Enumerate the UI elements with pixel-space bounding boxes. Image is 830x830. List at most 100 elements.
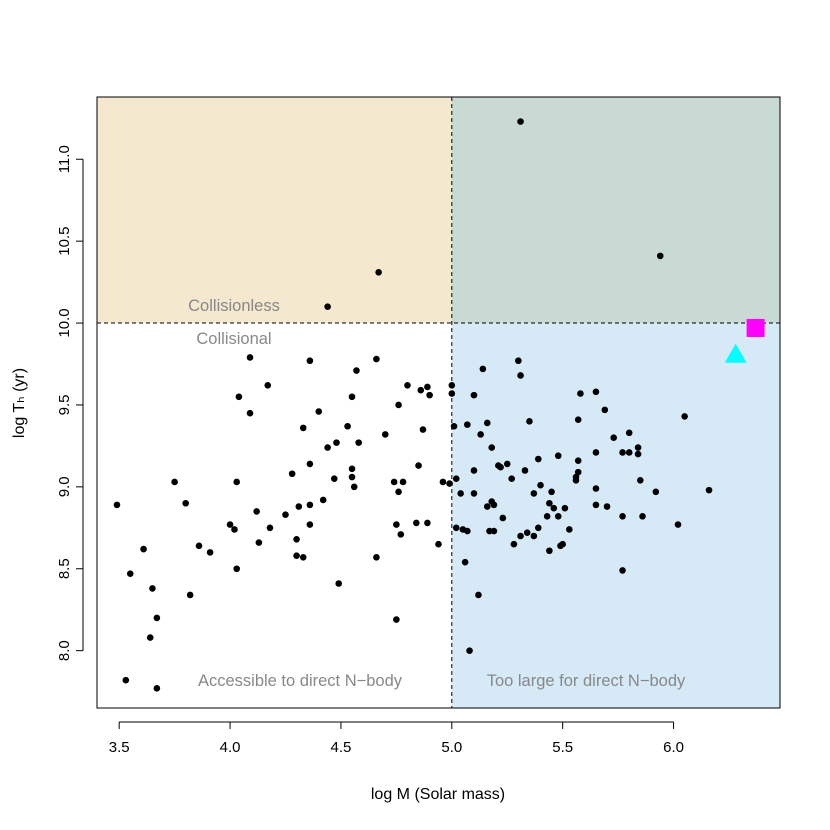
- data-point: [523, 529, 531, 537]
- data-point: [355, 439, 362, 446]
- y-tick-label: 10.0: [56, 308, 73, 337]
- data-point: [574, 468, 582, 476]
- data-point: [526, 418, 533, 425]
- data-point: [464, 527, 471, 535]
- data-point: [625, 429, 633, 437]
- data-point: [464, 421, 471, 428]
- data-point: [592, 501, 600, 509]
- y-tick-label: 9.0: [56, 476, 73, 497]
- data-point: [282, 511, 289, 519]
- data-point: [417, 386, 425, 394]
- data-point: [399, 478, 407, 486]
- data-point: [554, 513, 562, 520]
- data-point: [681, 413, 688, 420]
- data-point: [461, 558, 469, 566]
- data-point: [393, 616, 400, 623]
- data-point: [477, 431, 484, 438]
- label-too-large: Too large for direct N−body: [487, 672, 686, 690]
- data-point: [353, 367, 360, 374]
- x-axis: 3.5 4.0 4.5 5.0 5.5 6.0: [109, 721, 684, 756]
- data-point: [319, 496, 327, 504]
- data-point: [233, 565, 241, 573]
- data-point: [424, 383, 431, 391]
- data-point: [450, 422, 458, 430]
- data-point: [483, 419, 491, 427]
- data-point: [235, 393, 243, 401]
- data-point: [592, 388, 600, 396]
- data-point: [470, 490, 478, 497]
- data-point: [554, 452, 562, 460]
- data-point: [395, 488, 402, 496]
- data-point: [592, 485, 600, 492]
- data-point: [306, 501, 314, 509]
- data-point: [226, 521, 234, 528]
- data-point: [636, 477, 644, 484]
- square-point: [746, 318, 765, 337]
- data-point: [470, 391, 478, 399]
- region-collisionless-too-large: [451, 97, 780, 324]
- data-point: [306, 521, 314, 528]
- data-point: [475, 591, 482, 599]
- data-point: [574, 457, 582, 464]
- x-tick-label: 3.5: [109, 739, 130, 756]
- data-point: [293, 552, 300, 559]
- data-point: [299, 424, 307, 432]
- x-tick-label: 5.5: [552, 739, 573, 756]
- data-point: [479, 365, 487, 373]
- data-point: [446, 480, 453, 487]
- data-point: [634, 450, 642, 458]
- data-point: [330, 475, 338, 482]
- y-axis: 8.0 8.5 9.0 9.5 10.0 10.5 11.0: [56, 145, 84, 661]
- data-point: [534, 455, 542, 463]
- data-point: [674, 521, 682, 528]
- data-point: [435, 540, 442, 548]
- data-point: [299, 553, 307, 561]
- data-point: [153, 614, 161, 622]
- data-point: [619, 513, 626, 520]
- data-point: [508, 475, 515, 482]
- data-point: [246, 354, 254, 361]
- data-point: [530, 490, 538, 497]
- data-point: [601, 406, 609, 414]
- data-point: [530, 532, 538, 540]
- data-point: [483, 503, 491, 510]
- data-point: [705, 486, 713, 494]
- data-point: [381, 431, 389, 438]
- data-point: [577, 390, 584, 397]
- y-tick-label: 8.5: [56, 558, 73, 579]
- data-point: [333, 439, 340, 446]
- data-point: [559, 540, 566, 548]
- x-tick-label: 5.0: [441, 739, 462, 756]
- data-point: [490, 501, 498, 509]
- x-axis-title: log M (Solar mass): [371, 786, 505, 803]
- data-point: [122, 676, 130, 684]
- data-point: [574, 416, 582, 423]
- plot-frame: [96, 96, 781, 709]
- data-point: [293, 535, 300, 543]
- data-point: [126, 570, 134, 577]
- data-point: [395, 401, 402, 409]
- divider-lines: [97, 97, 780, 708]
- data-point: [397, 531, 405, 538]
- y-tick-label: 11.0: [56, 145, 73, 173]
- data-point: [452, 524, 460, 532]
- data-point: [534, 524, 542, 532]
- data-point: [255, 539, 263, 546]
- data-point: [424, 519, 431, 527]
- y-tick-label: 10.5: [56, 227, 73, 256]
- data-point: [515, 357, 522, 365]
- data-point: [140, 545, 147, 553]
- data-point: [415, 462, 422, 469]
- data-point: [546, 499, 553, 507]
- data-point: [324, 444, 331, 451]
- data-point: [470, 467, 478, 474]
- data-point: [253, 508, 260, 515]
- data-point: [350, 483, 358, 491]
- data-point: [171, 478, 178, 486]
- data-point: [149, 585, 156, 592]
- data-point: [306, 357, 314, 365]
- data-point: [182, 499, 190, 507]
- label-accessible: Accessible to direct N−body: [198, 672, 403, 690]
- data-point: [619, 449, 626, 456]
